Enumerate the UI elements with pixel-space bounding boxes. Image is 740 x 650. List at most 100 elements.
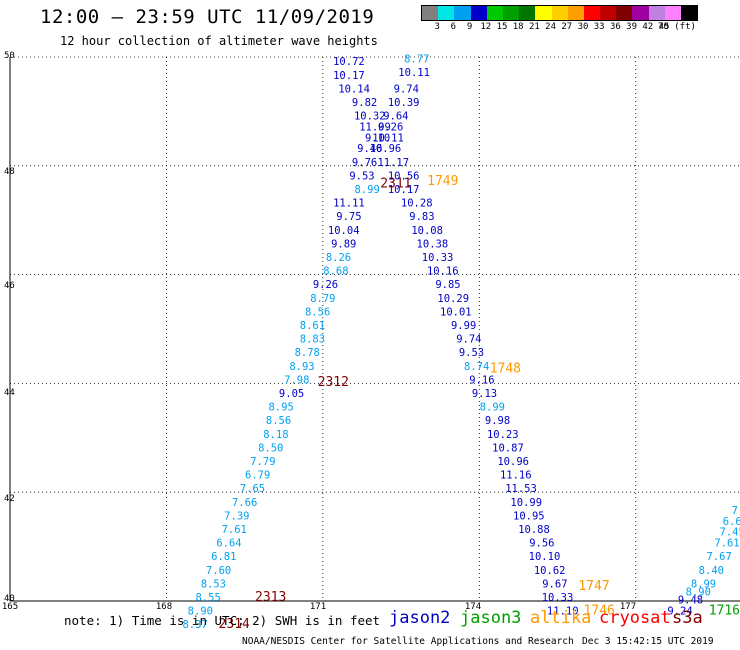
pass-time-label: 1748	[490, 362, 521, 377]
scale-label: 3	[434, 22, 440, 32]
lat-label-48: 48	[4, 167, 15, 177]
wave-height-value: 10.23	[487, 429, 519, 441]
wave-height-value: 8.61	[300, 320, 325, 332]
scale-label: 21	[528, 22, 540, 32]
wave-height-value: 7.60	[206, 565, 231, 577]
wave-height-value: 9.05	[279, 388, 304, 400]
wave-height-value: 10.33	[542, 592, 574, 604]
scale-swatch	[600, 6, 617, 20]
wave-height-value: 9.13	[472, 388, 497, 400]
wave-height-value: 10.39	[388, 97, 420, 109]
lon-label-171: 171	[309, 602, 327, 612]
wave-height-value: 7.39	[224, 510, 249, 522]
footer-credit: NOAA/NESDIS Center for Satellite Applica…	[242, 636, 574, 647]
lat-label-40: 40	[4, 594, 15, 604]
scale-label: 36	[609, 22, 621, 32]
scale-label: 39	[626, 22, 638, 32]
lat-label-42: 42	[4, 494, 15, 504]
wave-height-value: 7.61	[714, 538, 739, 550]
scale-label: 24	[545, 22, 557, 32]
wave-height-value: 8.90	[686, 587, 711, 599]
scale-swatch	[438, 6, 455, 20]
wave-height-value: 11.10	[547, 606, 579, 618]
scale-swatch	[616, 6, 633, 20]
wave-height-value: 8.83	[300, 334, 325, 346]
wave-height-value: 8.93	[289, 361, 314, 373]
wave-height-value: 9.82	[352, 97, 377, 109]
wave-height-value: 9.48	[678, 595, 703, 607]
wave-height-value: 10.96	[497, 456, 529, 468]
wave-height-value: 9.24	[667, 606, 692, 618]
wave-height-value: 10.99	[510, 497, 542, 509]
wave-height-value: 9.76	[352, 157, 377, 169]
wave-height-value: 10.01	[440, 306, 472, 318]
wave-height-value: 6.81	[211, 551, 236, 563]
wave-height-value: 10.96	[370, 143, 402, 155]
wave-height-value: 9.26	[378, 121, 403, 133]
scale-swatch	[567, 6, 584, 20]
lon-label-174: 174	[464, 602, 482, 612]
wave-height-value: 8.56	[305, 306, 330, 318]
scale-label: 15	[496, 22, 508, 32]
map-title: 12:00 — 23:59 UTC 11/09/2019	[40, 6, 375, 28]
lon-label-165: 165	[1, 602, 19, 612]
scale-label: 9	[466, 22, 473, 32]
wave-height-value: 8.18	[263, 429, 288, 441]
wave-height-value: 8.26	[326, 252, 351, 264]
wave-height-value: 10.17	[333, 70, 365, 82]
wave-height-value: 8.55	[195, 592, 220, 604]
scale-label: 27	[561, 22, 573, 32]
wave-height-value: 9.46	[357, 143, 382, 155]
wave-height-value: 8.99	[355, 184, 380, 196]
lon-label-177: 177	[619, 602, 637, 612]
color-scale-labels: 3 6 9 12 15 18 21 24 27 30 33 36 39 42 45 70 (ft)	[421, 22, 740, 34]
wave-height-value: 8.40	[699, 565, 724, 577]
pass-time-label: 2311	[380, 177, 411, 192]
wave-height-value: 11.11	[333, 198, 365, 210]
scale-label: 42	[642, 22, 654, 32]
pass-time-label: 2313	[255, 590, 286, 605]
lon-label-168: 168	[155, 602, 173, 612]
wave-height-value: 11.09	[359, 121, 391, 133]
wave-height-value: 9.53	[459, 347, 484, 359]
wave-height-value: 9.67	[542, 578, 567, 590]
wave-height-value: 9.89	[331, 238, 356, 250]
scale-swatch	[470, 6, 487, 20]
wave-height-value: 8.95	[268, 402, 293, 414]
wave-height-value: 11.17	[377, 157, 409, 169]
wave-height-value: 9.56	[529, 538, 554, 550]
scale-swatch	[519, 6, 536, 20]
wave-height-value: 7.67	[706, 551, 731, 563]
wave-height-value: 8.53	[201, 578, 226, 590]
wave-height-value: 10.95	[513, 510, 545, 522]
wave-height-value: 8.37	[182, 619, 207, 631]
pass-time-label: 1716	[709, 604, 740, 619]
wave-height-value: 10.28	[401, 198, 433, 210]
scale-label: 18	[512, 22, 524, 32]
lat-label-50: 50	[4, 51, 15, 61]
wave-height-value: 9.74	[456, 334, 481, 346]
wave-height-value: 10.87	[492, 442, 524, 454]
lat-label-44: 44	[4, 388, 15, 398]
scale-swatch	[583, 6, 601, 20]
wave-height-value: 11.16	[500, 470, 532, 482]
wave-height-value: 7.98	[284, 374, 309, 386]
wave-height-value: 9.98	[485, 415, 510, 427]
wave-height-value: 8.99	[480, 402, 505, 414]
wave-height-value: 10.88	[518, 524, 550, 536]
scale-swatch	[632, 6, 649, 20]
wave-height-value: 8.74	[464, 361, 489, 373]
wave-height-value: 10.11	[372, 132, 404, 144]
scale-swatch	[551, 6, 568, 20]
wave-height-value: 8.50	[258, 442, 283, 454]
wave-height-value: 9.16	[469, 374, 494, 386]
wave-height-value: 8.79	[310, 293, 335, 305]
wave-height-value: 10.56	[388, 170, 420, 182]
wave-height-value: 9.64	[383, 111, 408, 123]
wave-height-value: 7.45	[720, 527, 740, 539]
scale-swatch	[681, 6, 698, 20]
scale-label: 30	[577, 22, 589, 32]
scale-swatch	[664, 6, 681, 20]
wave-height-value: 8.77	[404, 53, 429, 65]
